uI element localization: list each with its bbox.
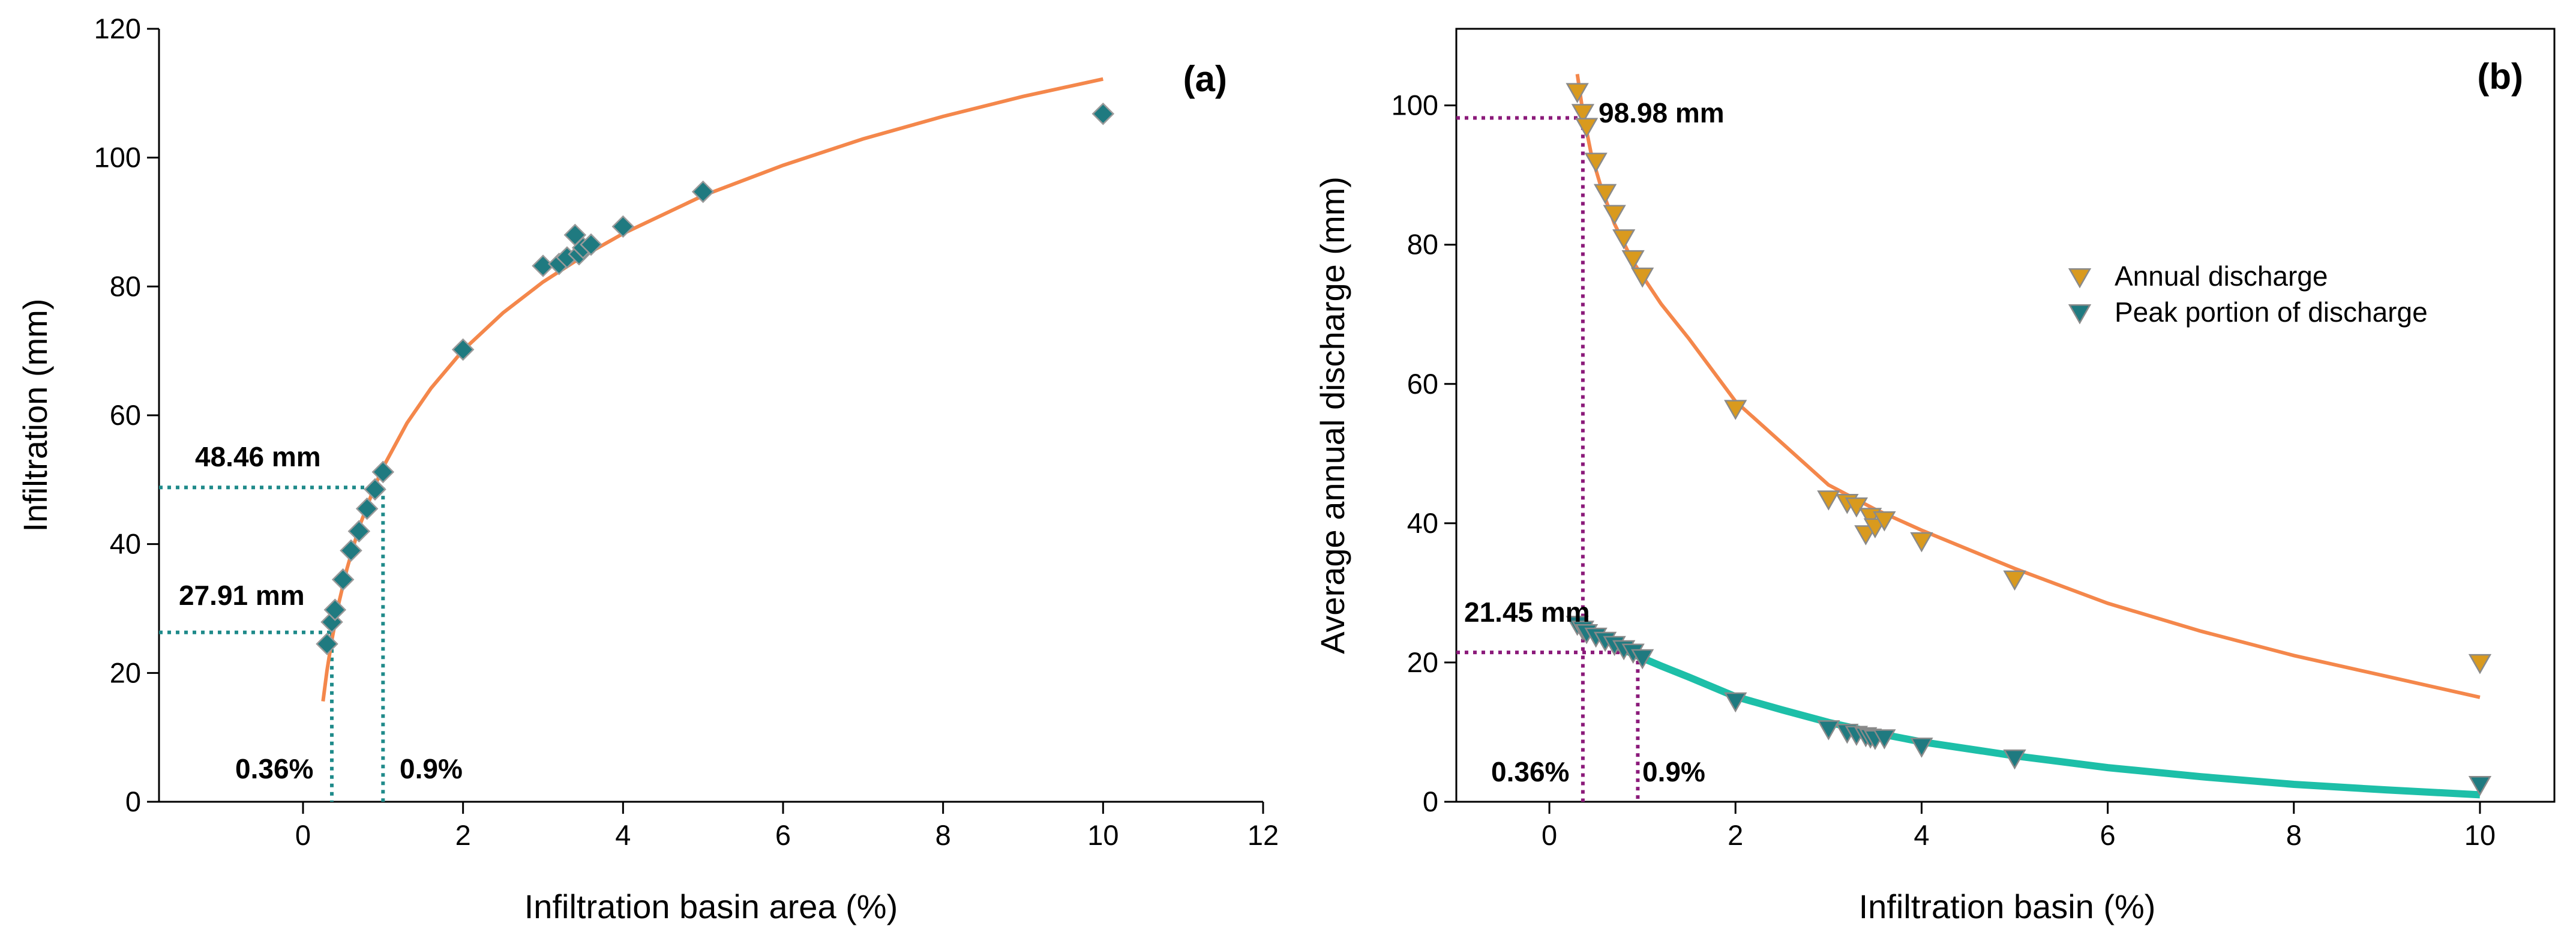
panel-a-x-ticks: 0 2 4 6 8 10 12	[295, 802, 1279, 851]
panel-a-x-tick-label: 8	[935, 819, 951, 851]
annual-discharge-point	[2468, 654, 2492, 675]
panel-b-y-ticks: 0 20 40 60 80 100	[1392, 89, 1456, 817]
panel-b-label: (b)	[2477, 56, 2523, 97]
panel-b: 0 20 40 60 80 100 0 2 4 6 8 10 (b) Infiltration ba…	[1314, 28, 2556, 925]
panel-a-annotation-0-36pct: 0.36%	[235, 753, 313, 784]
panel-a: 0 20 40 60 80 100 120 0 2 4 6 8 10 12 (a) Infiltrati…	[16, 13, 1279, 925]
panel-b-x-tick-label: 8	[2286, 819, 2302, 851]
panel-a-data-point	[580, 233, 602, 256]
panel-b-x-tick-label: 6	[2100, 819, 2116, 851]
panel-b-x-tick-label: 0	[1542, 819, 1557, 851]
panel-a-data-point	[347, 520, 371, 543]
panel-b-series-annual-discharge	[1566, 83, 2492, 675]
panel-b-legend: Annual discharge Peak portion of dischar…	[2068, 260, 2428, 328]
panel-a-fit-curve	[321, 77, 1103, 702]
panel-a-data-point	[1091, 102, 1115, 125]
panel-a-x-axis-title: Infiltration basin area (%)	[524, 888, 898, 925]
panel-b-annotation-98-98mm: 98.98 mm	[1599, 97, 1725, 128]
legend-label-annual-discharge: Annual discharge	[2115, 260, 2328, 292]
panel-b-x-axis-title: Infiltration basin (%)	[1859, 888, 2156, 925]
panel-a-y-tick-label: 80	[110, 270, 141, 302]
annual-discharge-point	[1873, 511, 1896, 532]
panel-b-y-axis-title: Average annual discharge (mm)	[1314, 176, 1351, 654]
panel-b-annotation-21-45mm: 21.45 mm	[1464, 597, 1590, 628]
annual-discharge-point	[1845, 497, 1869, 518]
annual-discharge-point	[1566, 83, 1589, 103]
panel-b-y-tick-label: 20	[1407, 646, 1438, 678]
panel-a-y-tick-label: 120	[94, 13, 141, 44]
annual-discharge-point	[1817, 490, 1840, 511]
legend-triangle-peak	[2068, 304, 2092, 325]
peak-discharge-point	[2003, 749, 2026, 770]
panel-a-data-point	[340, 539, 362, 562]
panel-a-x-tick-label: 10	[1087, 819, 1118, 851]
peak-discharge-point	[1873, 729, 1896, 750]
panel-a-guide-lines	[159, 486, 385, 802]
panel-a-annotation-0-9pct: 0.9%	[400, 753, 463, 784]
annual-discharge-point	[1593, 184, 1617, 205]
panel-a-data-point	[323, 598, 347, 621]
annual-discharge-point	[1575, 118, 1599, 138]
panel-b-y-tick-label: 0	[1423, 786, 1438, 817]
legend-marker-annual-discharge	[2068, 268, 2092, 289]
panel-b-y-tick-label: 60	[1407, 368, 1438, 400]
panel-a-x-tick-label: 0	[295, 819, 311, 851]
panel-b-annotation-0-9pct: 0.9%	[1642, 756, 1705, 787]
panel-a-y-ticks: 0 20 40 60 80 100 120	[94, 13, 159, 817]
panel-a-y-tick-label: 100	[94, 142, 141, 173]
panel-b-annotation-0-36pct: 0.36%	[1491, 756, 1569, 787]
annual-discharge-point	[2003, 570, 2026, 591]
legend-label-peak-discharge: Peak portion of discharge	[2115, 296, 2428, 328]
panel-a-annotation-48-46mm: 48.46 mm	[195, 441, 321, 472]
panel-a-label: (a)	[1183, 59, 1227, 99]
panel-b-fit-curve-annual	[1575, 73, 2481, 699]
panel-b-series-peak-discharge	[1566, 616, 2492, 796]
panel-a-data-points	[316, 102, 1115, 655]
peak-discharge-point	[1631, 649, 1654, 670]
annual-discharge-point	[1584, 152, 1608, 173]
panel-a-data-point	[691, 180, 715, 203]
panel-a-data-point	[331, 568, 355, 591]
annual-discharge-point	[1910, 532, 1933, 553]
panel-b-y-tick-label: 100	[1392, 89, 1438, 121]
panel-a-data-point	[355, 497, 379, 520]
panel-a-y-tick-label: 20	[110, 657, 141, 688]
panel-a-data-point	[371, 460, 395, 484]
annual-discharge-point	[1603, 205, 1626, 226]
panel-b-x-tick-label: 2	[1728, 819, 1743, 851]
panel-a-y-axis-title: Infiltration (mm)	[16, 299, 54, 532]
panel-b-guide-lines	[1456, 116, 1640, 802]
panel-b-x-ticks: 0 2 4 6 8 10	[1542, 802, 2496, 851]
peak-discharge-point	[1910, 738, 1933, 758]
panel-b-x-tick-label: 10	[2464, 819, 2496, 851]
peak-discharge-point	[1817, 720, 1840, 741]
annual-discharge-point	[1571, 104, 1595, 124]
panel-a-x-tick-label: 2	[455, 819, 471, 851]
panel-b-y-tick-label: 80	[1407, 229, 1438, 260]
annual-discharge-point	[1621, 250, 1645, 271]
panel-b-x-tick-label: 4	[1914, 819, 1929, 851]
panel-a-data-point	[364, 478, 386, 501]
panel-a-data-point	[451, 338, 475, 361]
annual-discharge-point	[1724, 400, 1747, 420]
panel-a-data-point	[316, 633, 338, 655]
panel-a-y-tick-label: 60	[110, 399, 141, 431]
panel-a-data-point	[611, 215, 635, 238]
panel-a-y-tick-label: 0	[125, 786, 141, 817]
legend-triangle-annual	[2068, 268, 2092, 289]
panel-b-frame	[1455, 28, 2556, 803]
panel-a-x-tick-label: 12	[1247, 819, 1279, 851]
panel-b-fit-curve-peak	[1575, 621, 2481, 799]
panel-a-x-tick-label: 6	[775, 819, 791, 851]
panel-a-y-tick-label: 40	[110, 528, 141, 560]
panel-a-annotation-27-91mm: 27.91 mm	[179, 580, 305, 611]
panel-a-x-tick-label: 4	[615, 819, 631, 851]
peak-discharge-point	[1724, 692, 1747, 713]
panel-b-y-tick-label: 40	[1407, 507, 1438, 539]
peak-discharge-point	[2468, 775, 2492, 796]
annual-discharge-point	[1631, 267, 1654, 288]
annual-discharge-point	[1612, 229, 1636, 250]
legend-marker-peak-discharge	[2068, 304, 2092, 325]
